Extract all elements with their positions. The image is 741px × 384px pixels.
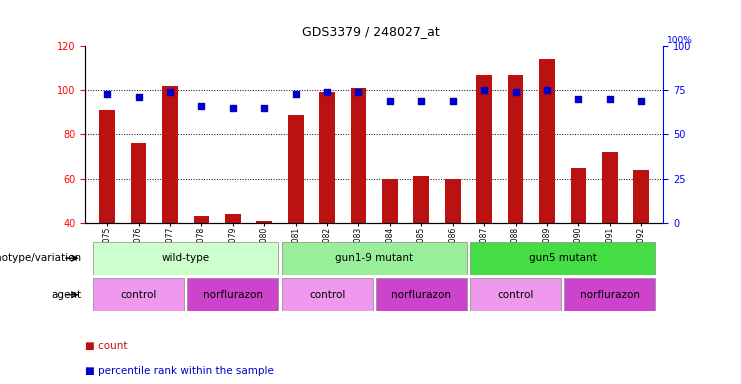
Bar [162, 86, 178, 223]
Point [353, 89, 365, 95]
Text: genotype/variation: genotype/variation [0, 253, 82, 263]
Text: control: control [497, 290, 534, 300]
Bar [634, 170, 649, 223]
Point [102, 91, 113, 97]
Text: norflurazon: norflurazon [391, 290, 451, 300]
Point [478, 87, 490, 93]
Bar [470, 278, 561, 311]
Bar [413, 176, 429, 223]
Point [573, 96, 585, 102]
Point [321, 89, 333, 95]
Point [541, 87, 553, 93]
Bar [193, 216, 209, 223]
Text: gun1-9 mutant: gun1-9 mutant [335, 253, 413, 263]
Bar [288, 114, 304, 223]
Point [447, 98, 459, 104]
Text: gun5 mutant: gun5 mutant [529, 253, 597, 263]
Bar [564, 278, 655, 311]
Bar [470, 242, 655, 275]
Bar [571, 167, 586, 223]
Bar [187, 278, 279, 311]
Bar [350, 88, 366, 223]
Point [259, 105, 270, 111]
Bar [376, 278, 467, 311]
Bar [130, 143, 147, 223]
Point [384, 98, 396, 104]
Bar [319, 93, 335, 223]
Bar [508, 75, 523, 223]
Text: control: control [121, 290, 157, 300]
Text: GDS3379 / 248027_at: GDS3379 / 248027_at [302, 25, 439, 38]
Text: 100%: 100% [668, 36, 694, 45]
Bar [282, 278, 373, 311]
Text: ■ count: ■ count [85, 341, 127, 351]
Point [133, 94, 144, 100]
Text: ■ percentile rank within the sample: ■ percentile rank within the sample [85, 366, 274, 376]
Bar [382, 179, 398, 223]
Bar [93, 278, 185, 311]
Point [227, 105, 239, 111]
Text: control: control [309, 290, 345, 300]
Text: norflurazon: norflurazon [579, 290, 639, 300]
Point [604, 96, 616, 102]
Text: wild-type: wild-type [162, 253, 210, 263]
Point [164, 89, 176, 95]
Bar [445, 179, 461, 223]
Bar [225, 214, 241, 223]
Bar [256, 220, 272, 223]
Text: agent: agent [51, 290, 82, 300]
Bar [99, 110, 115, 223]
Point [416, 98, 428, 104]
Point [290, 91, 302, 97]
Bar [282, 242, 467, 275]
Point [635, 98, 647, 104]
Bar [602, 152, 618, 223]
Text: norflurazon: norflurazon [203, 290, 263, 300]
Point [510, 89, 522, 95]
Bar [476, 75, 492, 223]
Point [196, 103, 207, 109]
Bar [93, 242, 279, 275]
Bar [539, 59, 555, 223]
